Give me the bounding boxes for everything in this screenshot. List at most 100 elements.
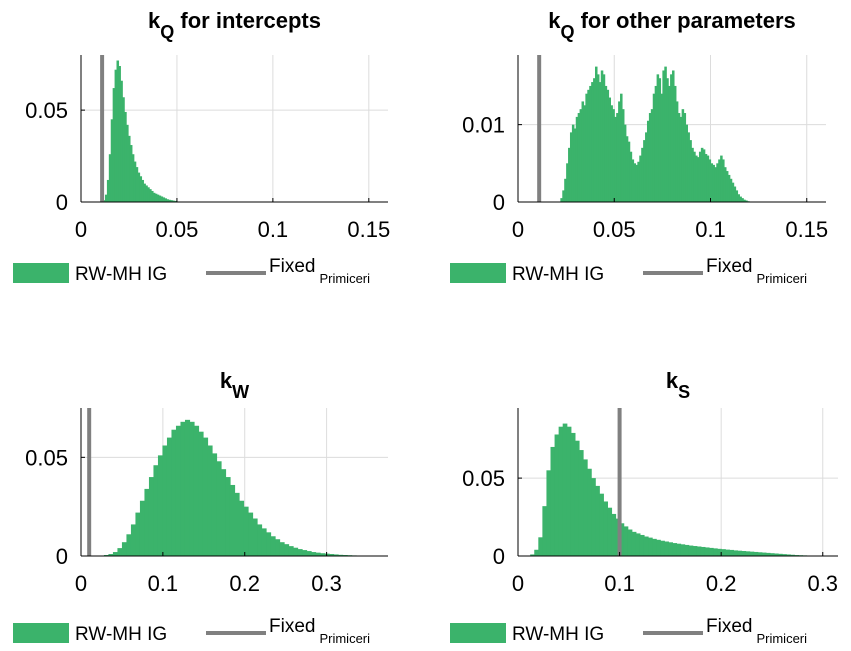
histogram-bar (741, 198, 744, 202)
histogram-bar (631, 531, 637, 556)
histogram-bar (604, 85, 608, 202)
x-tick-label: 0.05 (156, 217, 199, 242)
histogram-bar (637, 161, 640, 202)
histogram-bar (603, 501, 608, 556)
panel-title: kQ for intercepts (148, 8, 321, 42)
histogram-bar (149, 189, 152, 202)
histogram-bar (144, 488, 150, 556)
histogram-bar (275, 539, 281, 556)
histogram-bar (120, 80, 123, 202)
histogram-bar (702, 149, 706, 202)
histogram-bar (641, 147, 644, 202)
legend-fixed-text: Fixed (706, 256, 752, 277)
histogram-bar (612, 109, 615, 202)
x-tick-label: 0.2 (706, 571, 737, 596)
histogram-bar (587, 89, 590, 202)
histogram-bar (297, 549, 303, 556)
histogram-bar (324, 553, 330, 556)
histogram-bar (152, 192, 156, 202)
histogram-bar (635, 164, 638, 202)
histogram-bar (571, 124, 575, 202)
histogram-bar (727, 174, 731, 202)
histogram-bar (778, 553, 783, 556)
histogram-bar (643, 140, 646, 202)
panel-title: kS (666, 368, 690, 402)
histogram-bar (602, 74, 606, 202)
histogram-bar (631, 159, 635, 202)
histogram-bar (566, 426, 572, 556)
histogram-bar (118, 66, 121, 203)
histogram-bar (639, 155, 642, 202)
histogram-bar (623, 124, 627, 202)
histogram-bar (629, 151, 633, 202)
x-tick-label: 0.1 (695, 217, 726, 242)
histogram-bar (184, 419, 191, 556)
histogram-bar (721, 549, 726, 556)
histogram-bar (689, 140, 692, 202)
histogram-bar (616, 113, 619, 202)
histogram-bar (288, 546, 294, 556)
x-tick-label: 0.1 (258, 217, 289, 242)
histogram-bar (162, 445, 168, 556)
x-tick-label: 0.2 (229, 571, 260, 596)
histogram-bar (718, 159, 721, 202)
legend-fixed-subscript: Primiceri (319, 271, 370, 286)
histogram-bar (675, 101, 679, 202)
legend-fixed-subscript: Primiceri (756, 631, 807, 646)
histogram-bar (595, 66, 598, 203)
histogram-bar (774, 553, 779, 556)
histogram-bar (600, 70, 604, 202)
histogram-bar (662, 70, 665, 202)
x-tick-label: 0.15 (785, 217, 828, 242)
histogram-bar (158, 195, 162, 202)
histogram-bar (606, 89, 610, 202)
x-tick-label: 0.1 (604, 571, 635, 596)
histogram-bar (338, 554, 344, 556)
histogram-bar (743, 199, 746, 202)
histogram-bar (157, 455, 164, 556)
histogram-bar (583, 459, 588, 556)
histogram-bar (162, 197, 166, 202)
histogram-bar (757, 552, 763, 556)
histogram-bar (148, 477, 155, 556)
histogram-bar (595, 485, 600, 556)
histogram-bar (737, 194, 740, 202)
histogram-bar (722, 159, 725, 202)
histogram-bar (619, 523, 625, 556)
histogram-bar (790, 554, 795, 556)
histogram-bar (695, 155, 698, 202)
histogram-bar (688, 545, 694, 556)
y-tick-label: 0 (56, 190, 68, 215)
legend-fixed-text: Fixed (706, 616, 752, 637)
histogram-bar (666, 78, 669, 202)
histogram-bar (133, 161, 137, 202)
histogram-bar (566, 163, 569, 202)
histogram-bar (596, 74, 600, 202)
histogram-bar (681, 109, 685, 202)
panel-title: kW (220, 368, 249, 402)
histogram-bar (749, 551, 755, 556)
histogram-bar (708, 159, 712, 202)
histogram-bar (620, 93, 623, 202)
histogram-bar (706, 155, 710, 202)
histogram-bar (166, 199, 169, 202)
histogram-bar (581, 101, 585, 202)
histogram-bar (174, 200, 177, 202)
histogram-bar (117, 548, 123, 556)
histogram-bar (720, 155, 723, 202)
histogram-bar (639, 534, 645, 556)
histogram-bar (560, 198, 563, 202)
y-tick-label: 0 (493, 190, 505, 215)
histogram-bar (106, 179, 110, 202)
chart-panel-2: 0 0.05 0.1 0.15 0 0.01 kQ for other parameters… (450, 8, 828, 286)
histogram-bar (693, 151, 696, 202)
histogram-bar (735, 190, 739, 202)
legend-swatch-histogram (450, 623, 506, 643)
histogram-bar (692, 546, 698, 556)
histogram-bar (687, 132, 690, 202)
histogram-bar (577, 113, 581, 202)
legend-label-histogram: RW-MH IG (512, 264, 604, 285)
histogram-bar (575, 116, 579, 202)
histogram-bar (153, 465, 159, 556)
